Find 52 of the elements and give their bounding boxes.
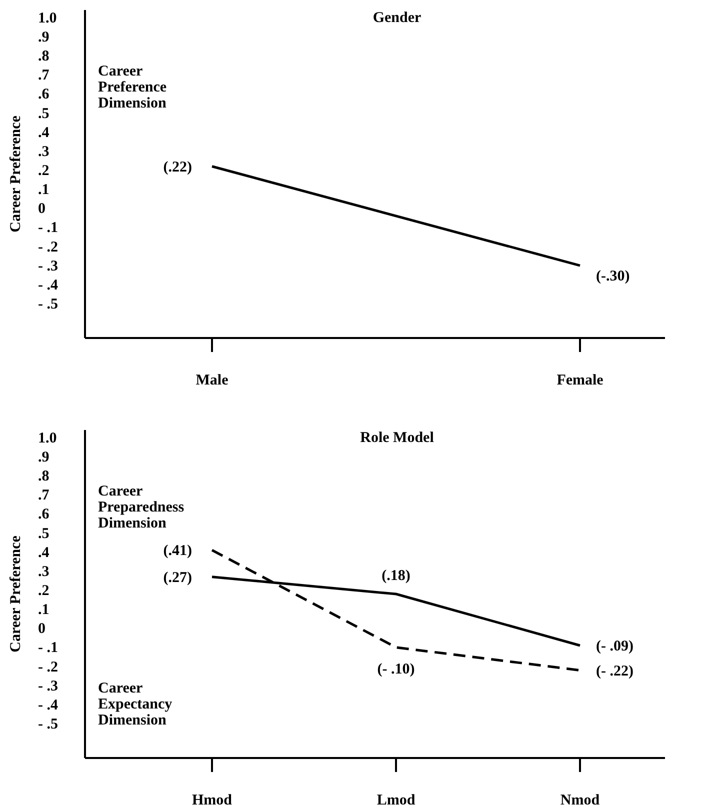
y-tick-label: .9 [38, 30, 50, 46]
y-tick-label: .2 [38, 582, 50, 599]
x-tick-label: Male [196, 372, 229, 389]
y-tick-label: .6 [38, 86, 50, 103]
y-tick-label: .7 [38, 68, 50, 84]
y-tick-label: .7 [38, 488, 50, 504]
annotation: Career Preparedness Dimension [98, 484, 184, 532]
y-tick-label: 0 [38, 621, 46, 638]
y-tick-label: .4 [38, 544, 50, 561]
y-tick-label: - .5 [38, 296, 58, 312]
y-tick-label: 1.0 [38, 430, 57, 446]
x-tick-label: Lmod [376, 792, 416, 809]
y-tick-label: 1.0 [38, 10, 57, 26]
y-tick-label: .3 [38, 144, 50, 160]
chart-title: Gender [372, 10, 422, 26]
data-label: (.41) [163, 543, 192, 560]
y-tick-label: - .2 [38, 239, 58, 256]
y-tick-label: .5 [38, 106, 50, 122]
y-tick-label: .8 [38, 468, 50, 485]
y-tick-label: .6 [38, 506, 50, 523]
y-tick-label: - .4 [38, 277, 58, 294]
y-tick-label: .1 [38, 182, 50, 198]
data-label: (- .22) [596, 663, 634, 680]
y-tick-label: - .1 [38, 640, 58, 656]
y-tick-label: - .5 [38, 716, 58, 732]
y-tick-label: .5 [38, 526, 50, 542]
y-tick-label: .9 [38, 450, 50, 466]
y-tick-label: - .1 [38, 220, 58, 236]
y-tick-label: - .2 [38, 659, 58, 676]
data-label: (.27) [163, 570, 192, 586]
annotation: Career Preference Dimension [98, 64, 167, 112]
y-tick-label: 0 [38, 201, 46, 218]
y-tick-label: .3 [38, 564, 50, 580]
x-tick-label: Hmod [192, 792, 233, 809]
x-tick-label: Female [556, 372, 604, 389]
chart-title: Role Model [360, 430, 434, 446]
y-tick-label: .4 [38, 124, 50, 141]
y-axis-title: Career Preference [8, 115, 24, 232]
annotation: Career Expectancy Dimension [98, 680, 173, 728]
y-axis-title: Career Preference [8, 535, 24, 652]
y-tick-label: .2 [38, 162, 50, 179]
data-label: (-.30) [596, 268, 630, 285]
y-tick-label: - .4 [38, 697, 58, 714]
x-tick-label: Nmod [560, 792, 600, 809]
data-label: (.22) [163, 159, 192, 176]
data-label: (- .09) [596, 638, 634, 654]
y-tick-label: .8 [38, 48, 50, 65]
y-tick-label: - .3 [38, 678, 58, 694]
y-tick-label: - .3 [38, 258, 58, 274]
data-label: (- .10) [377, 661, 415, 678]
data-label: (.18) [382, 568, 410, 584]
y-tick-label: .1 [38, 602, 50, 618]
